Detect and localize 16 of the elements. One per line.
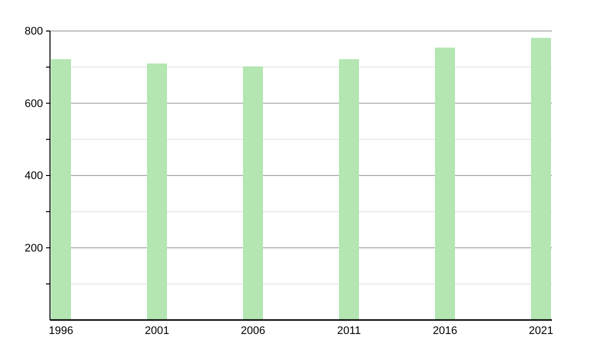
x-tick-label: 2006 <box>240 324 266 337</box>
x-tick-label: 2016 <box>432 324 458 337</box>
bar <box>531 38 551 320</box>
bar <box>435 48 455 320</box>
x-tick-label: 1996 <box>48 324 74 337</box>
bar <box>243 66 263 320</box>
x-tick-label: 2011 <box>337 324 361 337</box>
y-tick-label: 400 <box>24 170 43 182</box>
y-tick-label: 200 <box>24 242 43 254</box>
x-tick-label: 2001 <box>144 324 170 337</box>
x-tick-label: 2021 <box>528 324 554 337</box>
y-tick-label: 600 <box>24 98 43 110</box>
y-tick-label: 800 <box>24 26 43 38</box>
bar <box>339 59 359 320</box>
bar <box>51 59 71 320</box>
bar <box>147 64 167 320</box>
